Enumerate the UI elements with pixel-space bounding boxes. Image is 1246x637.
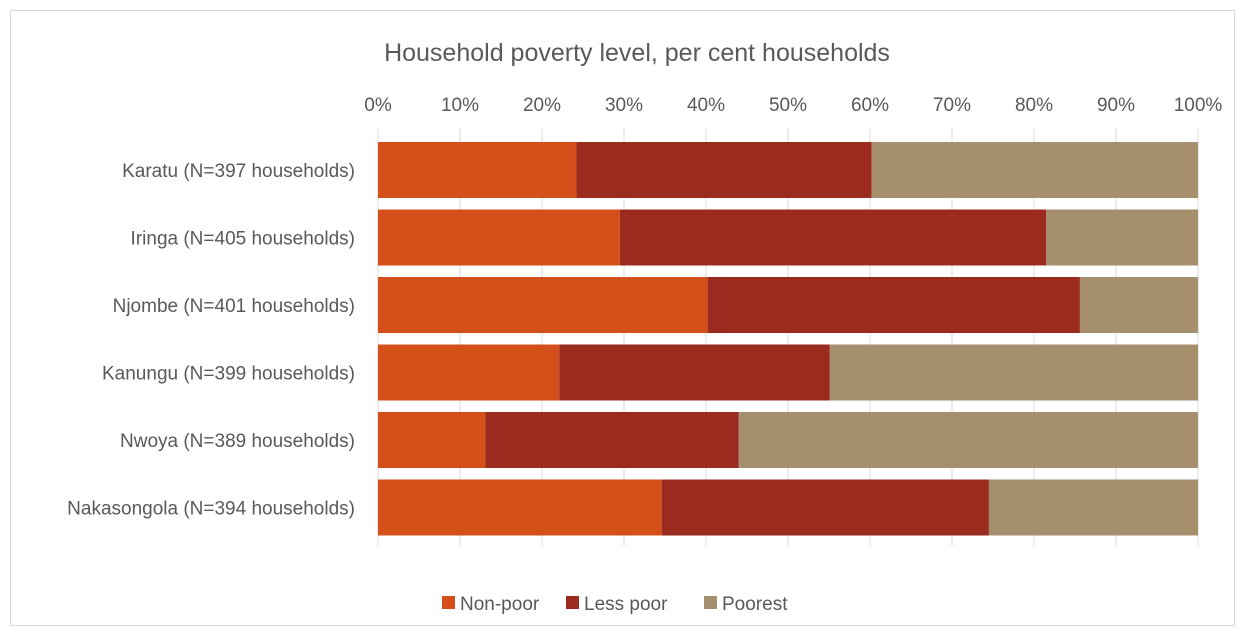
category-label: Karatu (N=397 households) — [122, 161, 355, 182]
legend: Non-poor Less poor Poorest — [442, 594, 788, 615]
bar-segment-poorest — [1079, 277, 1198, 333]
bar-segment-poorest — [738, 412, 1198, 468]
category-label: Iringa (N=405 households) — [131, 229, 355, 250]
x-tick-label: 30% — [605, 95, 643, 116]
bar-segment-non-poor — [378, 277, 708, 333]
bar-segment-non-poor — [378, 209, 620, 266]
x-tick-label: 80% — [1015, 95, 1053, 116]
bars — [378, 142, 1198, 536]
bar-segment-poorest — [871, 142, 1198, 198]
category-label: Nwoya (N=389 households) — [120, 431, 355, 452]
bar-segment-non-poor — [378, 412, 486, 468]
bar-segment-non-poor — [378, 142, 577, 198]
bar-segment-non-poor — [378, 344, 560, 401]
bar-segment-less-poor — [559, 344, 830, 401]
category-label: Nakasongola (N=394 households) — [67, 499, 355, 520]
x-tick-label: 20% — [523, 95, 561, 116]
legend-swatch — [704, 596, 717, 609]
legend-label: Non-poor — [460, 594, 540, 615]
x-tick-label: 90% — [1097, 95, 1135, 116]
legend-label: Less poor — [584, 594, 668, 615]
x-tick-label: 40% — [687, 95, 725, 116]
bar-segment-less-poor — [619, 209, 1047, 266]
legend-swatch — [566, 596, 579, 609]
legend-label: Poorest — [722, 594, 788, 615]
bar-segment-less-poor — [576, 142, 872, 198]
legend-swatch — [442, 596, 455, 609]
x-tick-label: 60% — [851, 95, 889, 116]
chart-title: Household poverty level, per cent househ… — [384, 39, 890, 67]
category-label: Njombe (N=401 households) — [113, 296, 355, 317]
x-tick-label: 0% — [364, 95, 392, 116]
bar-segment-less-poor — [707, 277, 1080, 333]
bar-segment-non-poor — [378, 479, 662, 536]
category-labels: Karatu (N=397 households) Iringa (N=405 h… — [67, 161, 355, 520]
bar-segment-poorest — [988, 479, 1198, 536]
bar-segment-poorest — [1046, 209, 1198, 266]
category-label: Kanungu (N=399 households) — [102, 364, 355, 385]
x-tick-label: 100% — [1174, 95, 1223, 116]
x-axis-ticks: 0% 10% 20% 30% 40% 50% 60% 70% 80% 90% 100% — [364, 95, 1222, 116]
bar-segment-poorest — [829, 344, 1198, 401]
x-tick-label: 50% — [769, 95, 807, 116]
x-tick-label: 10% — [441, 95, 479, 116]
bar-segment-less-poor — [485, 412, 739, 468]
x-tick-label: 70% — [933, 95, 971, 116]
bar-segment-less-poor — [661, 479, 989, 536]
